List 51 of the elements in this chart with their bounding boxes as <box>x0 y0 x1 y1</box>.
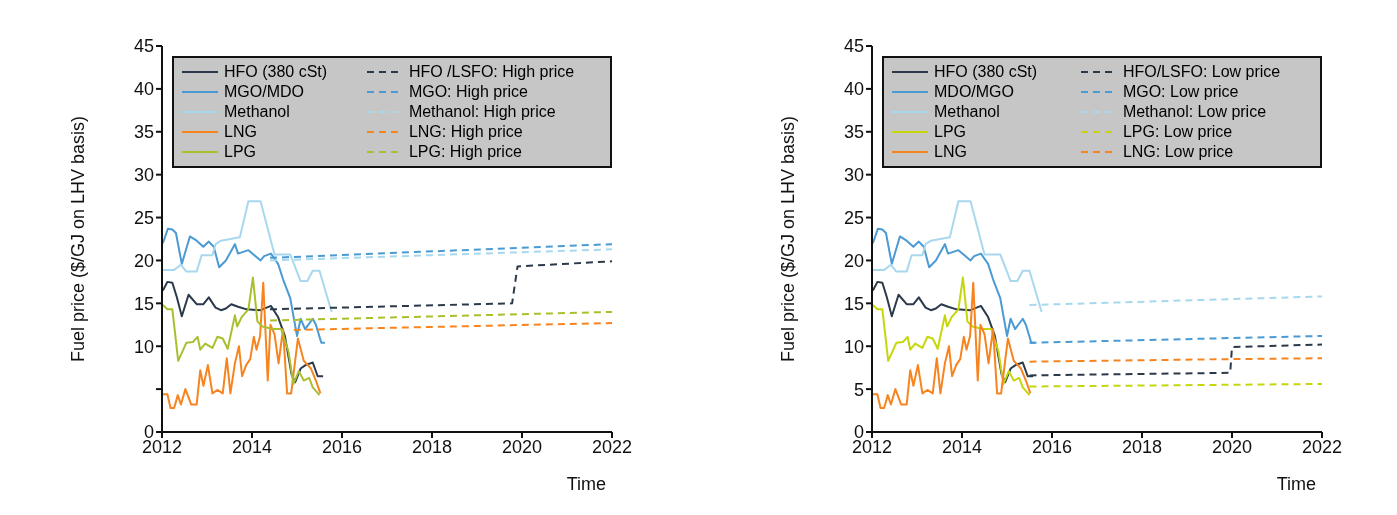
legend-label: LNG: Low price <box>1122 142 1234 162</box>
legend-label: LPG: High price <box>408 142 522 162</box>
y-tick-label: 40 <box>133 79 154 100</box>
legend-label: LPG <box>934 122 967 142</box>
x-axis-title: Time <box>566 474 606 494</box>
y-tick-label: 45 <box>133 36 154 57</box>
legend-label: HFO (380 cSt) <box>224 62 328 82</box>
x-axis-title: Time <box>1276 474 1316 494</box>
y-tick-label: 10 <box>843 336 864 357</box>
legend-label: Methanol: Low price <box>1122 102 1267 122</box>
legend-label: Methanol <box>224 102 290 122</box>
y-tick-label: 5 <box>853 379 864 400</box>
legend-label: MGO: Low price <box>1122 82 1239 102</box>
y-tick-label: 30 <box>133 165 154 186</box>
y-tick-label: 15 <box>133 293 154 314</box>
legend-label: LPG: Low price <box>1122 122 1233 142</box>
x-tick-label: 2018 <box>411 436 453 457</box>
x-tick-label: 2018 <box>1121 436 1163 457</box>
legend-label: MGO: High price <box>408 82 529 102</box>
y-axis-title: Fuel price ($/GJ on LHV basis) <box>778 115 799 363</box>
y-axis-title: Fuel price ($/GJ on LHV basis) <box>68 115 89 363</box>
y-tick-label: 30 <box>843 165 864 186</box>
x-tick-label: 2022 <box>591 436 633 457</box>
legend-label: HFO/LSFO: Low price <box>1122 62 1281 82</box>
legend-label: LNG: High price <box>408 122 523 142</box>
legend-label: HFO /LSFO: High price <box>408 62 575 82</box>
y-tick-label: 15 <box>843 293 864 314</box>
y-tick-label: 35 <box>843 122 864 143</box>
y-tick-label: 25 <box>133 207 154 228</box>
y-tick-label: 45 <box>843 36 864 57</box>
y-tick-label: 20 <box>843 250 864 271</box>
legend-label: Methanol <box>934 102 1000 122</box>
x-tick-label: 2022 <box>1301 436 1343 457</box>
y-tick-label: 10 <box>133 336 154 357</box>
x-tick-label: 2016 <box>321 436 363 457</box>
legend-label: Methanol: High price <box>408 102 556 122</box>
legend-label: MDO/MGO <box>934 82 1014 102</box>
x-tick-label: 2016 <box>1031 436 1073 457</box>
legend-label: HFO (380 cSt) <box>934 62 1038 82</box>
legend-label: MGO/MDO <box>224 82 304 102</box>
y-tick-label: 40 <box>843 79 864 100</box>
x-tick-label: 2014 <box>941 436 983 457</box>
legend-label: LNG <box>224 122 257 142</box>
legend-label: LNG <box>934 142 967 162</box>
legend-label: LPG <box>224 142 257 162</box>
x-tick-label: 2014 <box>231 436 273 457</box>
y-tick-label: 35 <box>133 122 154 143</box>
x-tick-label: 2020 <box>501 436 543 457</box>
y-tick-label: 25 <box>843 207 864 228</box>
x-tick-label: 2020 <box>1211 436 1253 457</box>
y-tick-label: 20 <box>133 250 154 271</box>
